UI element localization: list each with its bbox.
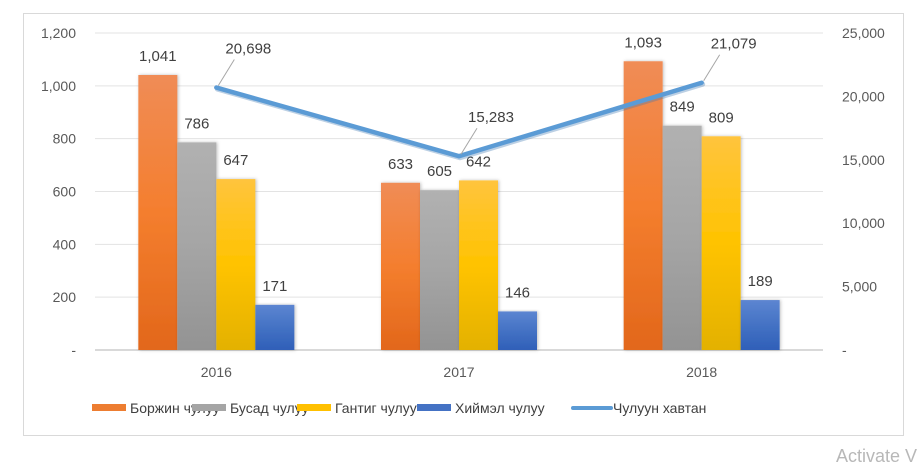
x-axis-tick-label: 2018 <box>686 364 717 380</box>
leader-line <box>460 127 478 155</box>
line-data-label: 15,283 <box>468 109 514 126</box>
legend-label: Чулуун хавтан <box>613 400 706 416</box>
legend-swatch-Хиймэл-чулуу <box>417 404 451 411</box>
x-axis-tick-label: 2016 <box>201 364 232 380</box>
chart-frame <box>23 13 904 436</box>
bar-Бусад-чулуу-2016 <box>177 142 217 350</box>
bar-Хиймэл-чулуу-2018 <box>740 300 780 350</box>
legend-label: Бусад чулуу <box>230 400 309 416</box>
bar-data-label: 633 <box>388 156 413 173</box>
bar-Хиймэл-чулуу-2016 <box>255 304 295 350</box>
left-axis-tick-label: 1,200 <box>41 25 76 41</box>
legend-swatch-Бусад-чулуу <box>192 404 226 411</box>
left-axis-tick-label: 600 <box>53 184 77 200</box>
bar-Бусад-чулуу-2017 <box>420 190 459 350</box>
bar-Бусад-чулуу-2018 <box>662 125 702 350</box>
bar-data-label: 1,041 <box>139 48 177 65</box>
bar-Боржин-чулуу-2018 <box>623 61 663 350</box>
legend-label: Хиймэл чулуу <box>455 400 545 416</box>
left-axis-tick-label: 1,000 <box>41 78 76 94</box>
bar-Гантиг-чулуу-2017 <box>459 180 498 350</box>
bar-data-label: 647 <box>223 152 248 169</box>
activate-windows-watermark: Activate V <box>836 446 918 466</box>
left-axis-tick-label: 800 <box>53 131 77 147</box>
right-axis-tick-label: 5,000 <box>842 279 877 295</box>
right-axis-tick-label: 25,000 <box>842 25 885 41</box>
leader-line <box>703 54 721 81</box>
bar-data-label: 642 <box>466 153 491 170</box>
left-axis-tick-label: 400 <box>53 236 77 252</box>
legend-swatch-Боржин-чулуу <box>92 404 126 411</box>
bar-data-label: 605 <box>427 163 452 180</box>
left-axis-tick-label: - <box>71 342 76 358</box>
bar-data-label: 171 <box>262 278 287 295</box>
bar-data-label: 146 <box>505 284 530 301</box>
x-axis-tick-label: 2017 <box>443 364 474 380</box>
right-axis-tick-label: 15,000 <box>842 152 885 168</box>
line-data-label: 21,079 <box>711 36 757 53</box>
bar-Боржин-чулуу-2016 <box>138 75 178 350</box>
bar-data-label: 786 <box>184 115 209 132</box>
bar-Хиймэл-чулуу-2017 <box>498 311 537 350</box>
bar-Боржин-чулуу-2017 <box>381 182 420 350</box>
legend-label: Гантиг чулуу <box>335 400 417 416</box>
left-axis-tick-label: 200 <box>53 289 77 305</box>
right-axis-tick-label: 20,000 <box>842 88 885 104</box>
bar-data-label: 189 <box>748 273 773 290</box>
right-axis-tick-label: 10,000 <box>842 215 885 231</box>
leader-line <box>217 59 235 86</box>
bar-Гантиг-чулуу-2016 <box>216 179 256 350</box>
legend-swatch-Гантиг-чулуу <box>297 404 331 411</box>
line-data-label: 20,698 <box>225 41 271 58</box>
line-series-chuluun-khavtan <box>214 80 704 159</box>
bar-data-label: 1,093 <box>624 34 662 51</box>
bar-Гантиг-чулуу-2018 <box>701 136 741 350</box>
bar-data-label: 849 <box>670 99 695 116</box>
right-axis-tick-label: - <box>842 342 847 358</box>
bar-data-label: 809 <box>709 109 734 126</box>
